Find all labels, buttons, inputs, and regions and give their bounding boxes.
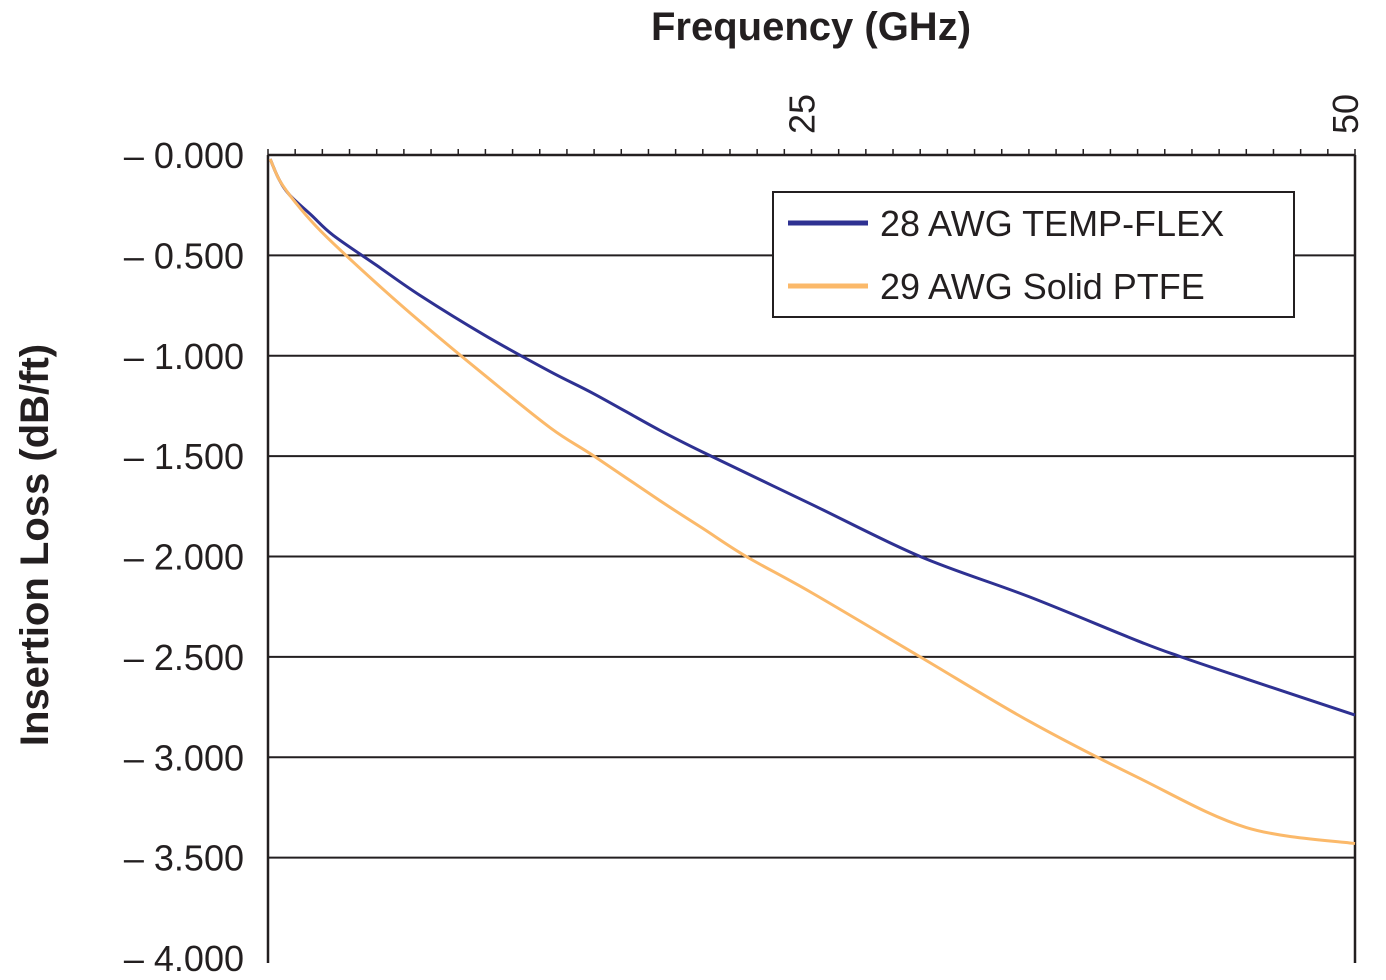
legend-label-28awg: 28 AWG TEMP-FLEX <box>880 203 1224 244</box>
x-tick-label-1: 50 <box>1325 94 1366 134</box>
y-tick-label-0: – 0.000 <box>124 135 244 176</box>
x-axis-title: Frequency (GHz) <box>651 5 971 49</box>
y-tick-label-6: – 3.000 <box>124 737 244 778</box>
x-tick-label-0: 25 <box>782 94 823 134</box>
y-tick-labels: – 0.000 – 0.500 – 1.000 – 1.500 – 2.000 – 2.5… <box>124 135 244 979</box>
y-tick-label-7: – 3.500 <box>124 838 244 879</box>
y-tick-label-3: – 1.500 <box>124 436 244 477</box>
series-layer <box>268 158 1356 846</box>
y-tick-label-5: – 2.500 <box>124 637 244 678</box>
y-tick-label-2: – 1.000 <box>124 336 244 377</box>
y-axis-title: Insertion Loss (dB/ft) <box>13 344 57 746</box>
y-tick-label-8: – 4.000 <box>124 938 244 979</box>
legend: 28 AWG TEMP-FLEX 29 AWG Solid PTFE <box>772 191 1295 318</box>
y-tick-label-1: – 0.500 <box>124 235 244 276</box>
series-line-1 <box>268 158 1356 846</box>
series-line-0 <box>268 158 1356 717</box>
grid-lines <box>268 254 1355 859</box>
y-tick-label-4: – 2.000 <box>124 537 244 578</box>
legend-label-29awg: 29 AWG Solid PTFE <box>880 266 1205 307</box>
x-tick-labels: 25 50 <box>782 94 1367 134</box>
legend-box <box>772 191 1295 318</box>
x-minor-ticks <box>267 149 1356 155</box>
